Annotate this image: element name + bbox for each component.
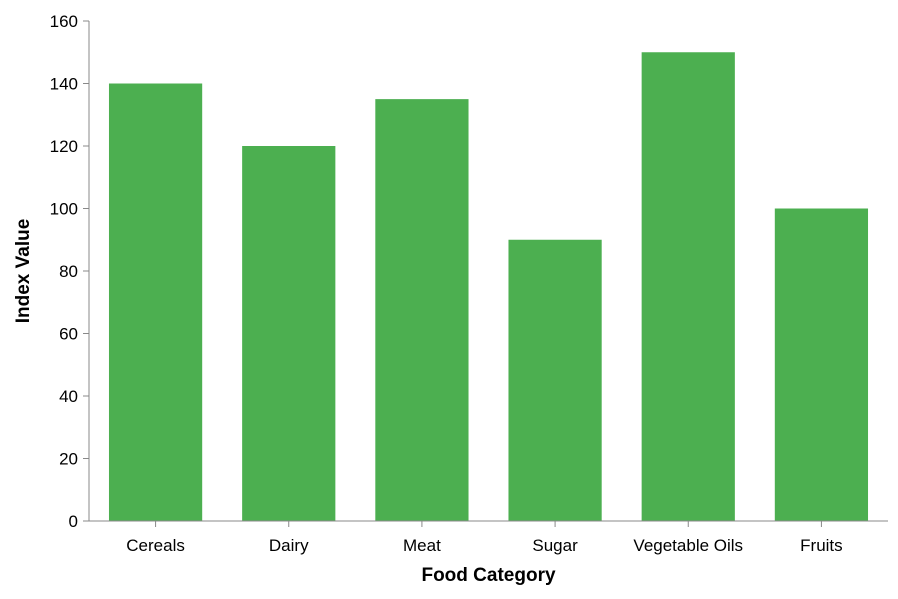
- x-tick-label: Sugar: [532, 536, 578, 555]
- bar-vegetable-oils: [641, 52, 735, 521]
- y-tick-label: 160: [50, 12, 78, 31]
- y-tick-label: 140: [50, 75, 78, 94]
- x-axis: Cereals Dairy Meat Sugar Vegetable Oils Fruit…: [89, 520, 888, 555]
- x-tick-label: Cereals: [126, 536, 185, 555]
- bars-layer: [108, 52, 869, 521]
- x-axis-title: Food Category: [421, 565, 555, 586]
- y-axis-title: Index Value: [13, 219, 34, 324]
- bar-sugar: [508, 239, 602, 521]
- bar-meat: [375, 99, 469, 521]
- bar-dairy: [242, 146, 336, 521]
- bar-cereals: [108, 83, 203, 521]
- y-tick-label: 120: [50, 137, 78, 156]
- y-tick-label: 100: [50, 200, 78, 219]
- y-tick-label: 20: [59, 450, 78, 469]
- y-tick-label: 80: [59, 262, 78, 281]
- x-tick-label: Dairy: [269, 536, 309, 555]
- x-tick-label: Meat: [403, 536, 441, 555]
- y-tick-label: 0: [69, 512, 78, 531]
- y-tick-label: 60: [59, 325, 78, 344]
- x-tick-label: Vegetable Oils: [633, 536, 743, 555]
- y-axis: 0 20 40 60 80 100 120 140 160: [50, 12, 90, 531]
- y-tick-label: 40: [59, 387, 78, 406]
- bar-fruits: [774, 208, 869, 521]
- x-tick-label: Fruits: [800, 536, 843, 555]
